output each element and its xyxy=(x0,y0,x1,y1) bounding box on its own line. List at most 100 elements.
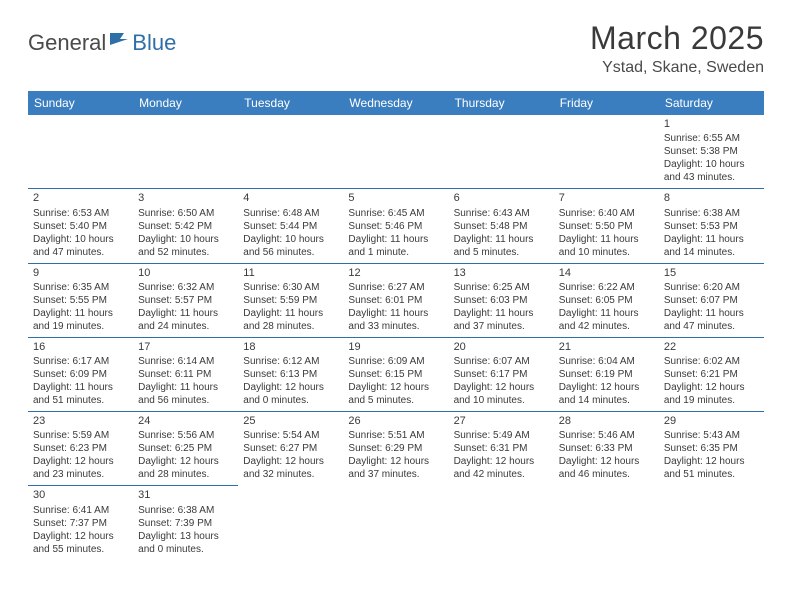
sunset-line: Sunset: 5:44 PM xyxy=(243,220,338,233)
logo-text-blue: Blue xyxy=(132,30,176,56)
weekday-header: Tuesday xyxy=(238,91,343,115)
sunset-line: Sunset: 5:53 PM xyxy=(664,220,759,233)
sunrise-line: Sunrise: 5:46 AM xyxy=(559,429,654,442)
day-number: 8 xyxy=(664,191,759,205)
daylight-line: Daylight: 12 hours and 32 minutes. xyxy=(243,455,338,481)
day-number: 29 xyxy=(664,414,759,428)
daylight-line: Daylight: 10 hours and 52 minutes. xyxy=(138,233,233,259)
calendar-row: 1Sunrise: 6:55 AMSunset: 5:38 PMDaylight… xyxy=(28,115,764,189)
sunrise-line: Sunrise: 6:02 AM xyxy=(664,355,759,368)
calendar-cell: 1Sunrise: 6:55 AMSunset: 5:38 PMDaylight… xyxy=(659,115,764,189)
calendar-row: 2Sunrise: 6:53 AMSunset: 5:40 PMDaylight… xyxy=(28,189,764,263)
day-number: 1 xyxy=(664,117,759,131)
calendar-cell: 19Sunrise: 6:09 AMSunset: 6:15 PMDayligh… xyxy=(343,337,448,411)
day-number: 18 xyxy=(243,340,338,354)
calendar-cell: 20Sunrise: 6:07 AMSunset: 6:17 PMDayligh… xyxy=(449,337,554,411)
calendar-cell xyxy=(133,115,238,189)
day-number: 7 xyxy=(559,191,654,205)
page-title: March 2025 xyxy=(590,20,764,57)
day-number: 10 xyxy=(138,266,233,280)
calendar-cell: 24Sunrise: 5:56 AMSunset: 6:25 PMDayligh… xyxy=(133,412,238,486)
day-number: 31 xyxy=(138,488,233,502)
calendar-cell: 23Sunrise: 5:59 AMSunset: 6:23 PMDayligh… xyxy=(28,412,133,486)
calendar-cell: 26Sunrise: 5:51 AMSunset: 6:29 PMDayligh… xyxy=(343,412,448,486)
calendar-cell: 31Sunrise: 6:38 AMSunset: 7:39 PMDayligh… xyxy=(133,486,238,560)
weekday-header: Thursday xyxy=(449,91,554,115)
calendar-cell: 6Sunrise: 6:43 AMSunset: 5:48 PMDaylight… xyxy=(449,189,554,263)
day-number: 30 xyxy=(33,488,128,502)
sunrise-line: Sunrise: 5:43 AM xyxy=(664,429,759,442)
calendar-cell: 29Sunrise: 5:43 AMSunset: 6:35 PMDayligh… xyxy=(659,412,764,486)
day-number: 17 xyxy=(138,340,233,354)
calendar-cell: 5Sunrise: 6:45 AMSunset: 5:46 PMDaylight… xyxy=(343,189,448,263)
calendar-cell: 12Sunrise: 6:27 AMSunset: 6:01 PMDayligh… xyxy=(343,263,448,337)
daylight-line: Daylight: 11 hours and 47 minutes. xyxy=(664,307,759,333)
sunrise-line: Sunrise: 6:45 AM xyxy=(348,207,443,220)
day-number: 15 xyxy=(664,266,759,280)
calendar-cell xyxy=(238,486,343,560)
sunset-line: Sunset: 6:31 PM xyxy=(454,442,549,455)
daylight-line: Daylight: 12 hours and 51 minutes. xyxy=(664,455,759,481)
sunset-line: Sunset: 5:38 PM xyxy=(664,145,759,158)
calendar-cell: 10Sunrise: 6:32 AMSunset: 5:57 PMDayligh… xyxy=(133,263,238,337)
daylight-line: Daylight: 10 hours and 47 minutes. xyxy=(33,233,128,259)
calendar-cell xyxy=(28,115,133,189)
calendar-cell: 25Sunrise: 5:54 AMSunset: 6:27 PMDayligh… xyxy=(238,412,343,486)
day-number: 22 xyxy=(664,340,759,354)
sunset-line: Sunset: 6:25 PM xyxy=(138,442,233,455)
sunrise-line: Sunrise: 5:54 AM xyxy=(243,429,338,442)
daylight-line: Daylight: 13 hours and 0 minutes. xyxy=(138,530,233,556)
sunset-line: Sunset: 6:27 PM xyxy=(243,442,338,455)
day-number: 20 xyxy=(454,340,549,354)
sunrise-line: Sunrise: 5:56 AM xyxy=(138,429,233,442)
sunset-line: Sunset: 6:33 PM xyxy=(559,442,654,455)
daylight-line: Daylight: 12 hours and 10 minutes. xyxy=(454,381,549,407)
day-number: 12 xyxy=(348,266,443,280)
daylight-line: Daylight: 12 hours and 42 minutes. xyxy=(454,455,549,481)
sunrise-line: Sunrise: 6:41 AM xyxy=(33,504,128,517)
daylight-line: Daylight: 12 hours and 14 minutes. xyxy=(559,381,654,407)
sunrise-line: Sunrise: 6:50 AM xyxy=(138,207,233,220)
calendar-cell: 13Sunrise: 6:25 AMSunset: 6:03 PMDayligh… xyxy=(449,263,554,337)
daylight-line: Daylight: 11 hours and 10 minutes. xyxy=(559,233,654,259)
sunrise-line: Sunrise: 6:09 AM xyxy=(348,355,443,368)
day-number: 5 xyxy=(348,191,443,205)
calendar-row: 16Sunrise: 6:17 AMSunset: 6:09 PMDayligh… xyxy=(28,337,764,411)
calendar-cell: 14Sunrise: 6:22 AMSunset: 6:05 PMDayligh… xyxy=(554,263,659,337)
calendar-cell: 4Sunrise: 6:48 AMSunset: 5:44 PMDaylight… xyxy=(238,189,343,263)
daylight-line: Daylight: 11 hours and 56 minutes. xyxy=(138,381,233,407)
calendar-cell xyxy=(238,115,343,189)
sunrise-line: Sunrise: 6:38 AM xyxy=(664,207,759,220)
sunset-line: Sunset: 5:59 PM xyxy=(243,294,338,307)
calendar-cell: 28Sunrise: 5:46 AMSunset: 6:33 PMDayligh… xyxy=(554,412,659,486)
weekday-header: Friday xyxy=(554,91,659,115)
daylight-line: Daylight: 11 hours and 28 minutes. xyxy=(243,307,338,333)
sunset-line: Sunset: 6:21 PM xyxy=(664,368,759,381)
calendar-cell: 30Sunrise: 6:41 AMSunset: 7:37 PMDayligh… xyxy=(28,486,133,560)
sunrise-line: Sunrise: 6:48 AM xyxy=(243,207,338,220)
sunrise-line: Sunrise: 5:51 AM xyxy=(348,429,443,442)
sunset-line: Sunset: 5:57 PM xyxy=(138,294,233,307)
sunrise-line: Sunrise: 6:35 AM xyxy=(33,281,128,294)
sunset-line: Sunset: 6:23 PM xyxy=(33,442,128,455)
daylight-line: Daylight: 11 hours and 1 minute. xyxy=(348,233,443,259)
sunrise-line: Sunrise: 6:17 AM xyxy=(33,355,128,368)
day-number: 6 xyxy=(454,191,549,205)
day-number: 23 xyxy=(33,414,128,428)
daylight-line: Daylight: 12 hours and 46 minutes. xyxy=(559,455,654,481)
calendar-cell: 16Sunrise: 6:17 AMSunset: 6:09 PMDayligh… xyxy=(28,337,133,411)
sunrise-line: Sunrise: 6:40 AM xyxy=(559,207,654,220)
weekday-header-row: Sunday Monday Tuesday Wednesday Thursday… xyxy=(28,91,764,115)
calendar-table: Sunday Monday Tuesday Wednesday Thursday… xyxy=(28,91,764,560)
calendar-cell xyxy=(449,115,554,189)
sunrise-line: Sunrise: 6:07 AM xyxy=(454,355,549,368)
day-number: 27 xyxy=(454,414,549,428)
sunset-line: Sunset: 6:07 PM xyxy=(664,294,759,307)
sunset-line: Sunset: 5:50 PM xyxy=(559,220,654,233)
calendar-row: 9Sunrise: 6:35 AMSunset: 5:55 PMDaylight… xyxy=(28,263,764,337)
day-number: 24 xyxy=(138,414,233,428)
sunset-line: Sunset: 6:29 PM xyxy=(348,442,443,455)
sunset-line: Sunset: 6:15 PM xyxy=(348,368,443,381)
day-number: 3 xyxy=(138,191,233,205)
day-number: 14 xyxy=(559,266,654,280)
